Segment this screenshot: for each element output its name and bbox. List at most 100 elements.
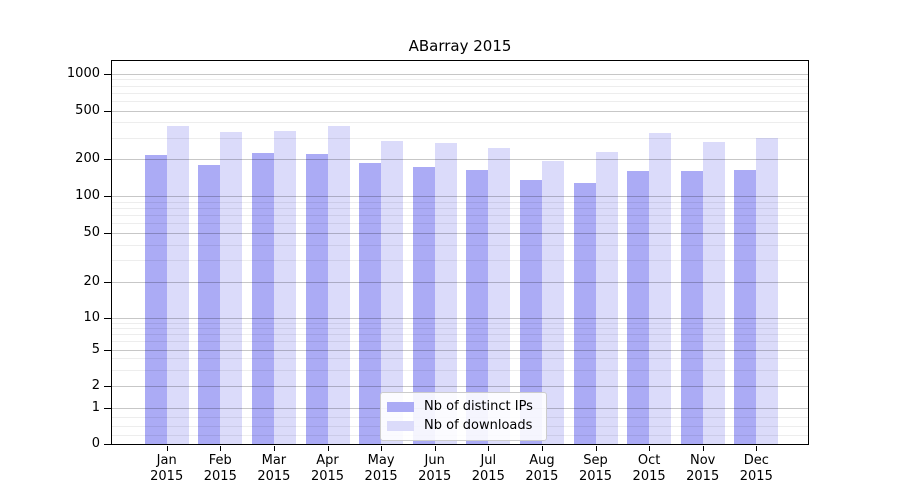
bar-downloads-oct: [649, 133, 672, 444]
gridline-minor-400: [112, 122, 808, 124]
bar-distinct-ips-nov: [680, 170, 703, 444]
gridline-major-200: [112, 159, 808, 161]
x-tick-label-apr: Apr 2015: [310, 453, 345, 484]
gridline-minor-7: [112, 334, 808, 336]
gridline-minor-80: [112, 207, 808, 209]
gridline-minor-4: [112, 358, 808, 360]
bar-downloads-jun: [434, 143, 457, 444]
y-tick-100: [104, 196, 111, 197]
x-tick-mar: [273, 446, 275, 451]
y-tick-200: [104, 159, 111, 161]
x-tick-may: [381, 446, 383, 451]
gridline-minor-8: [112, 328, 808, 330]
y-tick-20: [104, 281, 111, 283]
gridline-minor-70: [112, 215, 808, 216]
y-tick-label-5: 5: [91, 341, 100, 357]
gridline-major-2: [112, 386, 808, 388]
bar-distinct-ips-may: [359, 162, 382, 444]
x-tick-jun: [434, 446, 436, 451]
gridline-major-500: [112, 110, 808, 112]
y-tick-label-0: 0: [91, 436, 100, 451]
bar-downloads-may: [381, 140, 404, 444]
gridline-major-100: [112, 196, 808, 197]
y-tick-1: [104, 407, 111, 409]
x-tick-label-jul: Jul 2015: [471, 453, 505, 484]
x-tick-label-oct: Oct 2015: [632, 453, 666, 484]
chart-title: ABarray 2015: [408, 37, 512, 55]
y-tick-50: [104, 232, 111, 234]
x-tick-label-sep: Sep 2015: [578, 453, 613, 484]
y-tick-label-50: 50: [83, 224, 100, 240]
legend-swatch-distinct-ips: [387, 402, 414, 412]
x-tick-label-nov: Nov 2015: [686, 453, 720, 484]
bar-distinct-ips-mar: [251, 152, 274, 444]
x-tick-label-jan: Jan 2015: [150, 453, 184, 484]
y-tick-label-20: 20: [83, 273, 100, 289]
y-tick-10: [104, 318, 111, 320]
bar-distinct-ips-jul: [466, 170, 489, 444]
x-tick-apr: [327, 446, 329, 451]
x-tick-jan: [166, 446, 168, 451]
y-tick-label-500: 500: [75, 102, 100, 118]
x-tick-label-mar: Mar 2015: [257, 453, 291, 484]
y-tick-2: [104, 386, 111, 388]
y-tick-label-200: 200: [75, 151, 100, 167]
gridline-minor-6: [112, 341, 808, 343]
y-tick-500: [104, 110, 111, 112]
legend-swatch-downloads: [387, 421, 414, 431]
y-tick-0: [104, 444, 111, 445]
bar-distinct-ips-dec: [734, 169, 757, 444]
y-tick-label-2: 2: [91, 378, 100, 394]
x-tick-dec: [756, 446, 758, 451]
gridline-minor-3: [112, 370, 808, 371]
bar-distinct-ips-jun: [412, 166, 435, 444]
y-tick-label-1000: 1000: [66, 65, 100, 81]
x-tick-label-feb: Feb 2015: [203, 453, 237, 484]
gridline-minor-60: [112, 223, 808, 225]
x-tick-sep: [595, 446, 597, 451]
gridline-major-50: [112, 232, 808, 234]
bar-downloads-aug: [541, 161, 564, 444]
y-tick-5: [104, 349, 111, 351]
x-tick-label-dec: Dec 2015: [739, 453, 773, 484]
x-tick-oct: [649, 446, 651, 451]
bar-downloads-sep: [595, 151, 618, 444]
y-tick-label-100: 100: [75, 188, 100, 203]
gridline-minor-900: [112, 79, 808, 81]
bar-downloads-nov: [702, 142, 725, 444]
gridline-major-5: [112, 349, 808, 351]
gridline-major-20: [112, 281, 808, 283]
y-tick-label-10: 10: [83, 310, 100, 326]
bar-distinct-ips-aug: [519, 179, 542, 444]
x-tick-label-jun: Jun 2015: [418, 453, 452, 484]
y-tick-label-1: 1: [91, 399, 100, 415]
bar-downloads-jan: [166, 125, 189, 444]
bar-distinct-ips-feb: [198, 165, 221, 444]
legend-entry-downloads: Nb of downloads: [387, 418, 538, 434]
x-tick-label-may: May 2015: [364, 453, 398, 484]
x-tick-jul: [488, 446, 490, 451]
x-tick-aug: [541, 446, 543, 451]
x-tick-label-aug: Aug 2015: [525, 453, 559, 484]
bar-distinct-ips-apr: [305, 154, 328, 444]
gridline-major-1000: [112, 73, 808, 75]
gridline-minor-800: [112, 85, 808, 87]
bar-downloads-feb: [220, 131, 243, 444]
gridline-minor-300: [112, 137, 808, 139]
legend-entry-distinct-ips: Nb of distinct IPs: [387, 399, 538, 415]
x-tick-feb: [220, 446, 222, 451]
x-tick-nov: [702, 446, 704, 451]
gridline-minor-9: [112, 323, 808, 325]
bar-distinct-ips-oct: [627, 171, 650, 444]
gridline-minor-90: [112, 201, 808, 203]
bar-distinct-ips-jan: [144, 154, 167, 444]
gridline-minor-30: [112, 260, 808, 261]
gridline-minor-600: [112, 100, 808, 102]
y-tick-1000: [104, 73, 111, 75]
gridline-minor-40: [112, 244, 808, 246]
legend-label-distinct-ips: Nb of distinct IPs: [424, 399, 533, 414]
bar-downloads-apr: [327, 125, 350, 444]
bar-downloads-mar: [273, 131, 296, 444]
bar-downloads-dec: [756, 138, 779, 444]
